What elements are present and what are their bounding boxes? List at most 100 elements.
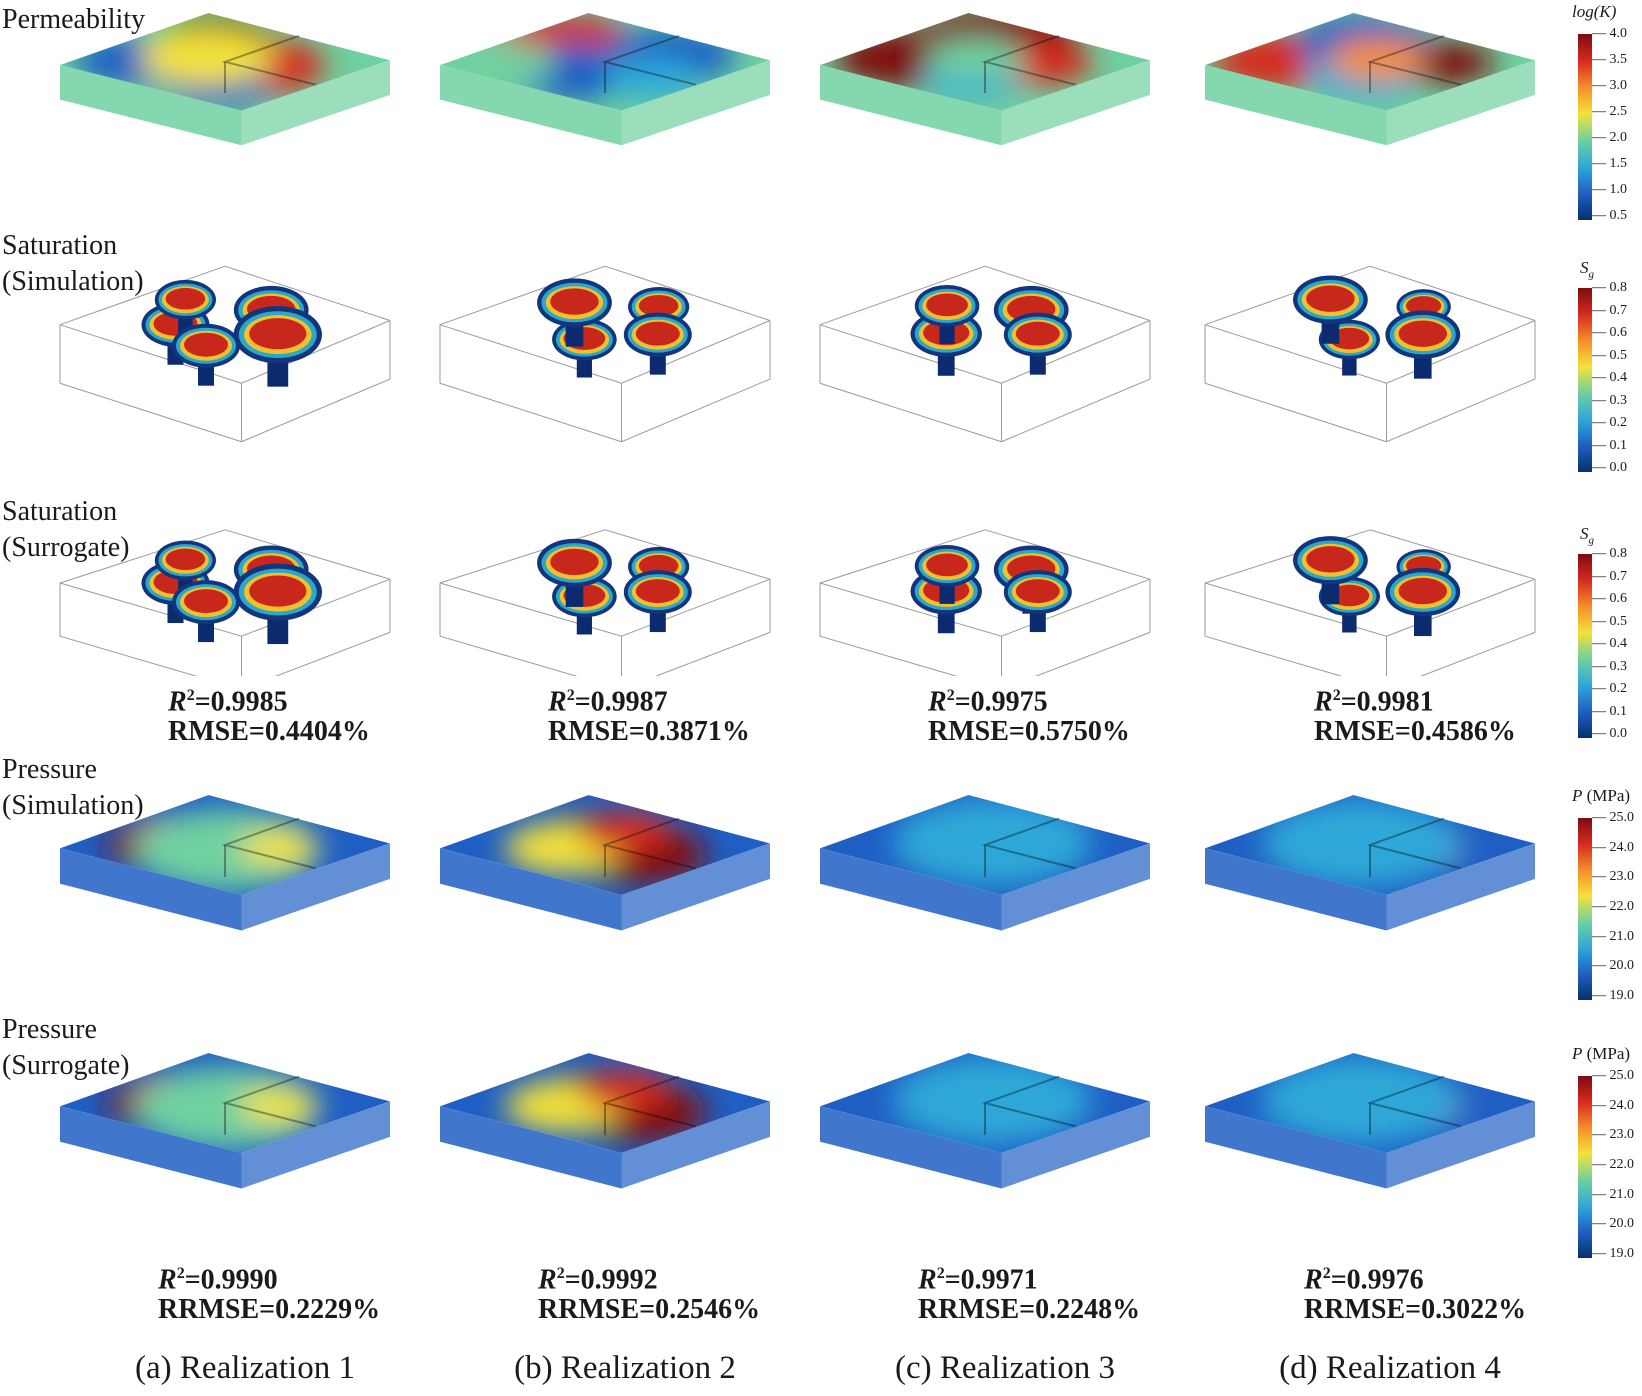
presur-1-blob — [134, 1067, 320, 1149]
colorbar-sat_sur-gradient — [1578, 554, 1592, 738]
panel-satsim-1 — [59, 265, 391, 443]
presur-2-blob — [579, 1069, 672, 1111]
colorbar-sat_sim-tick: — 0.6 — [1592, 325, 1627, 340]
panel-perm-2 — [440, 13, 770, 146]
sat-rmse-4: RMSE=0.4586% — [1314, 716, 1516, 747]
colorbar-sat_sim-tick: — 0.0 — [1592, 460, 1627, 475]
presur-4-right-face — [1386, 1101, 1535, 1189]
colorbar-pre_sur-gradient — [1578, 1076, 1592, 1258]
satsim-4-plume-core — [1306, 285, 1355, 312]
satsim-1-box-edge — [59, 382, 242, 443]
colorbar-pre_sim-tick: — 25.0 — [1592, 810, 1634, 825]
satsim-3-box-edge — [1001, 320, 1151, 384]
perm-1-right-face — [241, 60, 390, 146]
colorbar-sat_sim-tick: — 0.8 — [1592, 280, 1627, 295]
presur-2-right-face — [621, 1101, 770, 1189]
pre-rrmse-4: RRMSE=0.3022% — [1304, 1294, 1527, 1325]
pre-rrmse-1: RRMSE=0.2229% — [158, 1294, 381, 1325]
satsur-1-box-edge — [275, 631, 391, 676]
colorbar-sat_sur-tick: — 0.4 — [1592, 636, 1627, 651]
colorbar-pre_sim-gradient — [1578, 818, 1592, 1000]
satsur-2-box-edge — [439, 529, 606, 584]
satsim-2-box-edge — [439, 382, 622, 443]
pre-r2-2: R2=0.9992 — [538, 1264, 658, 1296]
presur-1-cut-edge — [221, 1075, 316, 1128]
colorbar-pre_sur-tick: — 25.0 — [1592, 1068, 1634, 1083]
panel-satsim-3 — [819, 265, 1151, 443]
colorbar-pre_sur-tick: — 22.0 — [1592, 1157, 1634, 1172]
colorbar-sat_sim-tick: — 0.3 — [1592, 392, 1627, 408]
satsur-3-box-edge — [819, 529, 986, 584]
presur-3-left-face — [820, 1106, 1002, 1189]
pre-r2-4: R2=0.9976 — [1304, 1264, 1424, 1296]
colorbar-pre_sur-tick: — 19.0 — [1592, 1246, 1634, 1261]
colorbar-sat_sur-tick: — 0.3 — [1592, 658, 1627, 674]
satsim-2-box-edge — [439, 265, 606, 326]
colorbar-sat_sur-tick: — 0.5 — [1592, 613, 1627, 629]
presim-4-blob — [1261, 799, 1460, 887]
colorbar-pre_sim-tick: — 22.0 — [1592, 899, 1634, 914]
satsim-3-plume-core — [1015, 321, 1060, 346]
row-label-saturation-sim: Saturation — [2, 230, 118, 261]
pre-r2-3: R2=0.9971 — [918, 1264, 1038, 1296]
perm-2-cut-edge — [601, 34, 696, 86]
sat-rmse-2: RMSE=0.3871% — [548, 716, 750, 747]
presim-1-right-face — [241, 843, 390, 931]
satsur-4-box-edge — [1204, 635, 1343, 676]
satsur-4-plume-core — [1398, 577, 1447, 605]
panel-satsur-2 — [439, 529, 771, 676]
pre-rrmse-3: RRMSE=0.2248% — [918, 1294, 1141, 1325]
colorbar-pre_sim — [1578, 818, 1592, 1000]
presur-3-cut-edge — [981, 1075, 1076, 1128]
presim-3-right-face — [1001, 843, 1150, 931]
presim-2-right-face — [621, 843, 770, 931]
panel-perm-3 — [820, 13, 1150, 146]
satsur-2-plume-core — [635, 579, 680, 604]
panel-satsur-3 — [819, 529, 1151, 676]
presim-2-left-face — [440, 848, 622, 931]
colorbar-satsim-title: Sg — [1580, 258, 1594, 281]
satsur-1-plume-core — [184, 589, 229, 614]
presur-3-right-face — [1001, 1101, 1150, 1189]
perm-2-blob — [456, 42, 556, 85]
panel-presim-2 — [440, 795, 770, 931]
pre-r2-1: R2=0.9990 — [158, 1264, 278, 1296]
colorbar-pre_sim-tick: — 19.0 — [1592, 988, 1634, 1003]
perm-3-cut-edge — [981, 34, 1076, 86]
colorbar-perm-tick: — 4.0 — [1592, 26, 1627, 41]
sat-rmse-3: RMSE=0.5750% — [928, 716, 1130, 747]
sat-r2-1: R2=0.9985 — [168, 686, 288, 718]
satsim-1-plume-core — [184, 332, 229, 357]
presim-1-blob — [134, 809, 320, 891]
colorbar-perm-tick: — 0.5 — [1592, 208, 1627, 223]
satsim-4-box-edge — [1204, 382, 1387, 443]
satsur-2-box-edge — [439, 635, 578, 676]
satsim-3-box-edge — [819, 382, 1002, 443]
satsur-1-box-edge — [241, 578, 391, 637]
satsim-1-box-edge — [59, 265, 226, 326]
satsim-3-box-edge — [1001, 378, 1151, 443]
presur-2-left-face — [440, 1106, 622, 1189]
colorbar-sat_sur-tick: — 0.8 — [1592, 546, 1627, 561]
colorbar-pre_sur-tick: — 20.0 — [1592, 1216, 1634, 1232]
satsim-4-box-edge — [1204, 265, 1371, 326]
colorbar-sat_sur-tick: — 0.6 — [1592, 591, 1627, 606]
satsim-4-box-edge — [1369, 265, 1536, 321]
satsur-1-box-edge — [59, 529, 226, 584]
satsim-4-plume-core — [1406, 296, 1442, 316]
colorbar-pre_sim-tick: — 21.0 — [1592, 928, 1634, 944]
caption-realization-1: (a) Realization 1 — [135, 1350, 355, 1386]
colorbar-pre_sur-tick: — 23.0 — [1592, 1127, 1634, 1143]
satsim-3-box-edge — [984, 265, 1151, 321]
satsur-2-box-edge — [621, 578, 771, 637]
colorbar-perm-title: log(K) — [1572, 2, 1617, 21]
sat-r2-2: R2=0.9987 — [548, 686, 668, 718]
caption-realization-2: (b) Realization 2 — [514, 1350, 736, 1386]
panel-presur-3 — [820, 1053, 1150, 1189]
satsim-3-box-edge — [819, 265, 986, 326]
colorbar-pre_sim-tick: — 20.0 — [1592, 958, 1634, 974]
panel-satsur-1 — [59, 529, 391, 676]
colorbar-sat_sur-tick: — 0.1 — [1592, 703, 1627, 719]
satsur-4-box-edge — [1386, 578, 1536, 637]
satsur-4-plume-core — [1329, 584, 1370, 607]
